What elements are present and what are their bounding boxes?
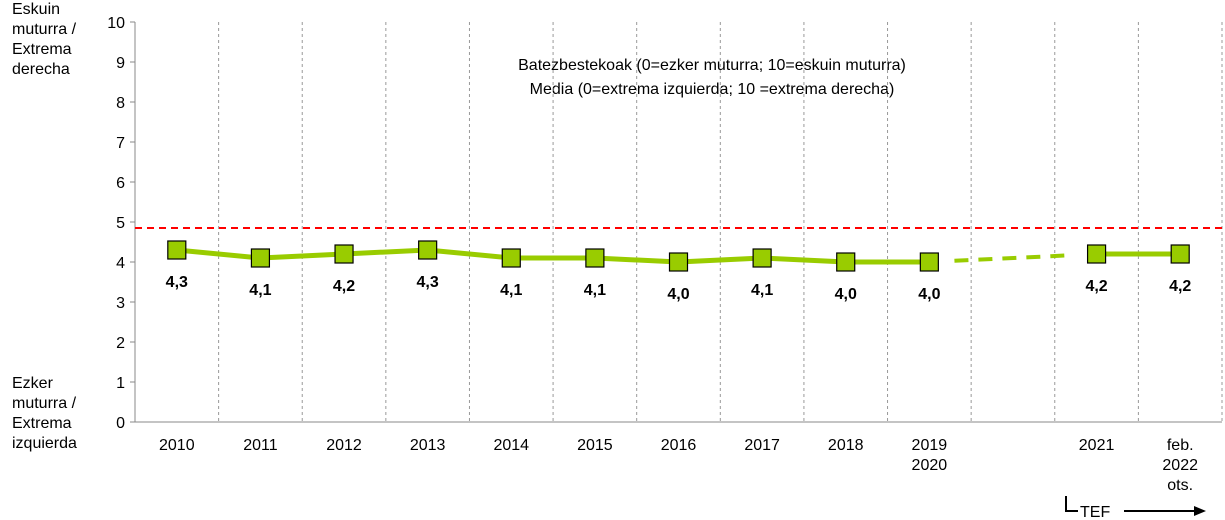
marker — [919, 252, 939, 272]
value-label: 4,1 — [249, 282, 271, 299]
value-label: 4,1 — [584, 282, 606, 299]
y-tick-label: 4 — [116, 255, 125, 272]
series-line — [176, 247, 930, 265]
value-label: 4,2 — [1169, 278, 1191, 295]
x-tick-label: feb. 2022 ots. — [1162, 437, 1198, 494]
y-tick-label: 5 — [116, 215, 125, 232]
value-label: 4,3 — [417, 274, 439, 291]
value-label: 4,1 — [500, 282, 522, 299]
y-label-bottom: Ezker muturra / Extrema izquierda — [12, 375, 77, 452]
x-tick-label: 2015 — [577, 437, 613, 454]
marker — [167, 240, 187, 260]
marker — [418, 240, 438, 260]
x-tick-label: 2013 — [410, 437, 446, 454]
y-label-top: Eskuin muturra / Extrema derecha — [12, 1, 77, 78]
marker — [585, 248, 605, 268]
y-tick-label: 3 — [116, 295, 125, 312]
marker — [668, 252, 689, 272]
y-tick-label: 8 — [116, 95, 125, 112]
x-tick-label: 2019 2020 — [912, 437, 948, 474]
x-tick-label: 2014 — [493, 437, 529, 454]
value-label: 4,3 — [166, 274, 188, 291]
marker — [501, 248, 521, 268]
chart-subtitle: Media (0=extrema izquierda; 10 =extrema … — [530, 81, 895, 98]
value-label: 4,1 — [751, 282, 773, 299]
gap-bridge — [954, 253, 1072, 263]
marker — [836, 252, 856, 272]
x-tick-label: 2016 — [661, 437, 697, 454]
y-tick-label: 2 — [116, 335, 125, 352]
x-tick-label: 2018 — [828, 437, 864, 454]
chart-title: Batezbestekoak (0=ezker muturra; 10=esku… — [518, 57, 906, 74]
marker — [1086, 244, 1107, 264]
x-tick-label: 2012 — [326, 437, 362, 454]
value-label: 4,0 — [835, 286, 857, 303]
value-label: 4,0 — [667, 286, 689, 303]
y-tick-label: 7 — [116, 135, 125, 152]
x-tick-label: 2011 — [243, 437, 278, 454]
marker — [752, 248, 772, 268]
annotation: TEF — [1080, 504, 1110, 520]
y-tick-label: 6 — [116, 175, 125, 192]
marker — [334, 244, 354, 264]
x-tick-label: 2010 — [159, 437, 195, 454]
x-tick-label: 2017 — [744, 437, 780, 454]
y-tick-label: 10 — [107, 15, 125, 32]
annotation-arrow — [1065, 496, 1206, 516]
value-label: 4,0 — [918, 286, 940, 303]
value-label: 4,2 — [333, 278, 355, 295]
y-tick-label: 1 — [116, 375, 125, 392]
marker — [250, 248, 271, 268]
marker — [1170, 244, 1190, 264]
x-tick-label: 2021 — [1079, 437, 1115, 454]
value-label: 4,2 — [1085, 278, 1107, 295]
y-tick-label: 9 — [116, 55, 125, 72]
y-tick-label: 0 — [116, 415, 125, 432]
